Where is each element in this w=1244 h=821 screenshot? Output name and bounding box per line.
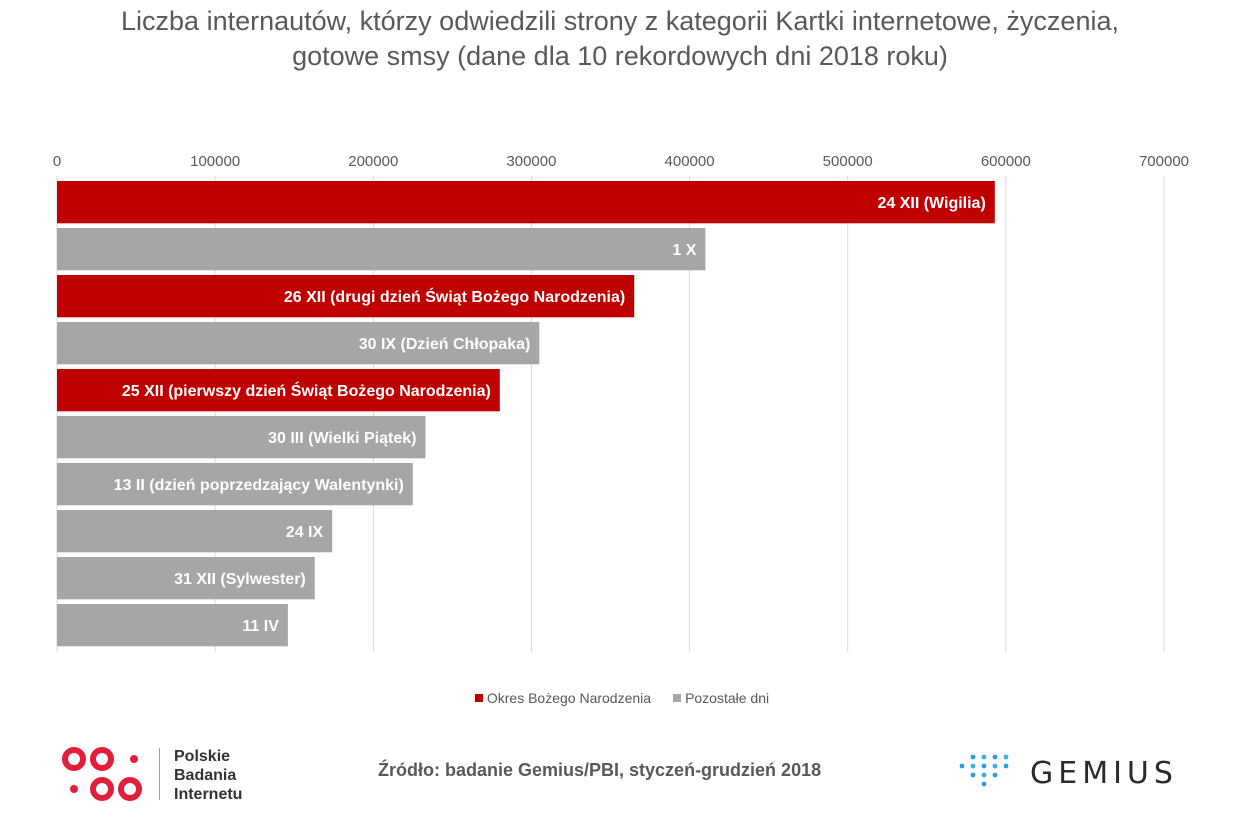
gemius-dot — [1003, 754, 1009, 760]
bar-7 — [57, 510, 333, 553]
bar-9 — [57, 604, 288, 647]
x-tick-label-6: 600000 — [981, 153, 1031, 170]
pbi-divider — [159, 748, 160, 800]
bar-label-4: 25 XII (pierwszy dzień Świąt Bożego Naro… — [122, 381, 491, 400]
x-tick-label-7: 700000 — [1139, 153, 1189, 170]
gemius-dot — [992, 763, 998, 769]
gemius-logo-text: GEMIUS — [1030, 756, 1178, 791]
legend: Okres Bożego Narodzenia Pozostałe dni — [0, 690, 1244, 706]
pbi-line-3: Internetu — [174, 786, 243, 803]
x-tick-label-3: 300000 — [506, 153, 556, 170]
x-tick-label-0: 0 — [53, 153, 61, 170]
bar-3 — [57, 322, 540, 365]
bar-0 — [57, 181, 995, 224]
bar-label-3: 30 IX (Dzień Chłopaka) — [359, 336, 531, 353]
x-tick-label-5: 500000 — [823, 153, 873, 170]
gemius-dot — [981, 781, 987, 787]
bar-label-5: 30 III (Wielki Piątek) — [268, 430, 416, 447]
gemius-dot — [981, 772, 987, 778]
legend-item-other: Pozostałe dni — [673, 690, 769, 706]
gemius-logo: GEMIUS — [958, 752, 1218, 792]
bar-chart: 0 100000 200000 300000 400000 500000 600000 700… — [53, 153, 1189, 652]
legend-swatch-christmas — [474, 694, 483, 702]
bar-label-1: 1 X — [672, 242, 696, 259]
x-tick-label-2: 200000 — [348, 153, 398, 170]
bar-label-6: 13 II (dzień poprzedzający Walentynki) — [114, 477, 404, 494]
x-tick-label-1: 100000 — [190, 153, 240, 170]
gemius-dot — [981, 763, 987, 769]
bar-2 — [57, 275, 635, 318]
gemius-dot — [970, 772, 976, 778]
gemius-dot — [992, 754, 998, 760]
gemius-dot — [970, 754, 976, 760]
bar-label-2: 26 XII (drugi dzień Świąt Bożego Narodze… — [284, 287, 625, 306]
pbi-logo: Polskie Badania Internetu — [62, 745, 282, 805]
pbi-line-1: Polskie — [174, 748, 231, 765]
gemius-dot — [1003, 763, 1009, 769]
chart-title: Liczba internautów, którzy odwiedzili st… — [121, 6, 1119, 71]
x-tick-label-4: 400000 — [665, 153, 715, 170]
gemius-dot — [992, 772, 998, 778]
gemius-dot — [959, 763, 965, 769]
bar-label-7: 24 IX — [286, 524, 324, 541]
gemius-dot — [981, 754, 987, 760]
legend-item-christmas: Okres Bożego Narodzenia — [474, 690, 652, 706]
bar-1 — [57, 228, 706, 271]
bar-4 — [57, 369, 500, 412]
pbi-line-2: Badania — [174, 767, 237, 784]
pbi-dots-icon — [62, 747, 142, 801]
bar-label-0: 24 XII (Wigilia) — [877, 195, 985, 212]
bar-label-9: 11 IV — [242, 618, 279, 635]
bar-5 — [57, 416, 426, 459]
legend-label-other: Pozostałe dni — [685, 690, 770, 706]
bar-6 — [57, 463, 413, 506]
legend-label-christmas: Okres Bożego Narodzenia — [486, 690, 652, 706]
bar-8 — [57, 557, 315, 600]
gemius-dots-icon — [959, 754, 1009, 787]
pbi-logo-text: Polskie Badania Internetu — [174, 747, 242, 804]
gemius-dot — [970, 763, 976, 769]
bar-label-8: 31 XII (Sylwester) — [174, 571, 306, 588]
legend-swatch-other — [673, 694, 682, 702]
source-note: Źródło: badanie Gemius/PBI, styczeń-grud… — [378, 760, 822, 780]
